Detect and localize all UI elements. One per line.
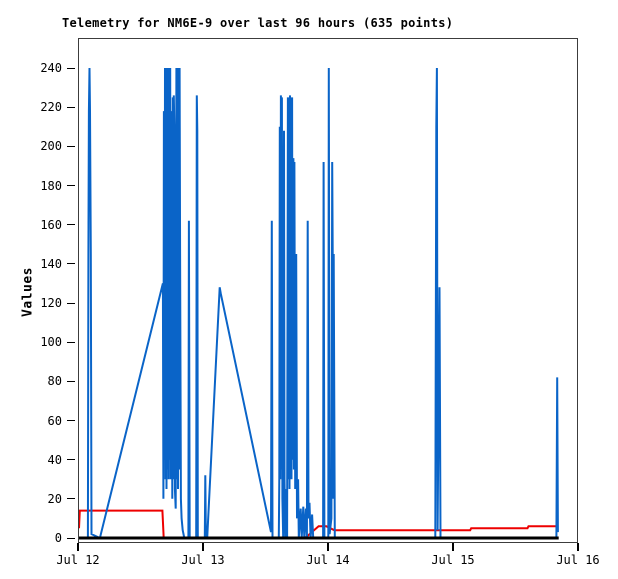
x-tick-label: Jul 14: [306, 553, 350, 567]
y-tick-label: 140: [40, 256, 62, 271]
y-tick-mark: [67, 224, 75, 226]
y-tick-label: 100: [40, 335, 62, 350]
y-tick-label: 40: [47, 452, 62, 467]
y-tick-label: 240: [40, 61, 62, 75]
chart-title: Telemetry for NM6E-9 over last 96 hours …: [62, 16, 454, 30]
y-tick-mark: [67, 380, 75, 382]
x-tick-mark: [452, 543, 454, 551]
chart-svg: [79, 67, 559, 540]
x-tick-label: Jul 16: [556, 553, 600, 567]
x-tick-label: Jul 13: [181, 553, 225, 567]
x-tick-mark: [77, 543, 79, 551]
x-tick-label: Jul 12: [56, 553, 100, 567]
y-tick-mark: [67, 498, 75, 500]
y-tick-mark: [67, 459, 75, 461]
y-tick-mark: [67, 67, 75, 69]
x-tick-mark: [202, 543, 204, 551]
y-tick-label: 220: [40, 100, 62, 115]
y-tick-label: 160: [40, 217, 62, 232]
y-tick-label: 120: [40, 296, 62, 310]
series-red: [79, 509, 559, 539]
series-blue: [79, 67, 559, 540]
y-tick-mark: [67, 537, 75, 539]
y-tick-label: 60: [47, 413, 62, 428]
y-tick-label: 20: [47, 491, 62, 506]
y-tick-label: 0: [54, 531, 62, 545]
y-tick-mark: [67, 420, 75, 421]
x-tick-mark: [327, 543, 329, 551]
y-tick-mark: [67, 263, 75, 265]
x-tick-label: Jul 15: [431, 553, 475, 567]
y-tick-mark: [67, 145, 75, 147]
y-tick-label: 180: [40, 178, 62, 193]
y-tick-mark: [67, 341, 75, 343]
y-tick-mark: [67, 185, 75, 186]
y-tick-label: 200: [40, 139, 62, 154]
y-tick-mark: [67, 302, 75, 304]
plot-area: [78, 38, 578, 543]
x-tick-mark: [577, 543, 579, 551]
y-tick-mark: [67, 106, 75, 108]
y-tick-label: 80: [47, 374, 62, 389]
